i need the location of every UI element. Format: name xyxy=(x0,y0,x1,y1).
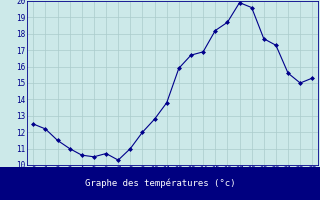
Text: Graphe des températures (°c): Graphe des températures (°c) xyxy=(85,178,235,188)
